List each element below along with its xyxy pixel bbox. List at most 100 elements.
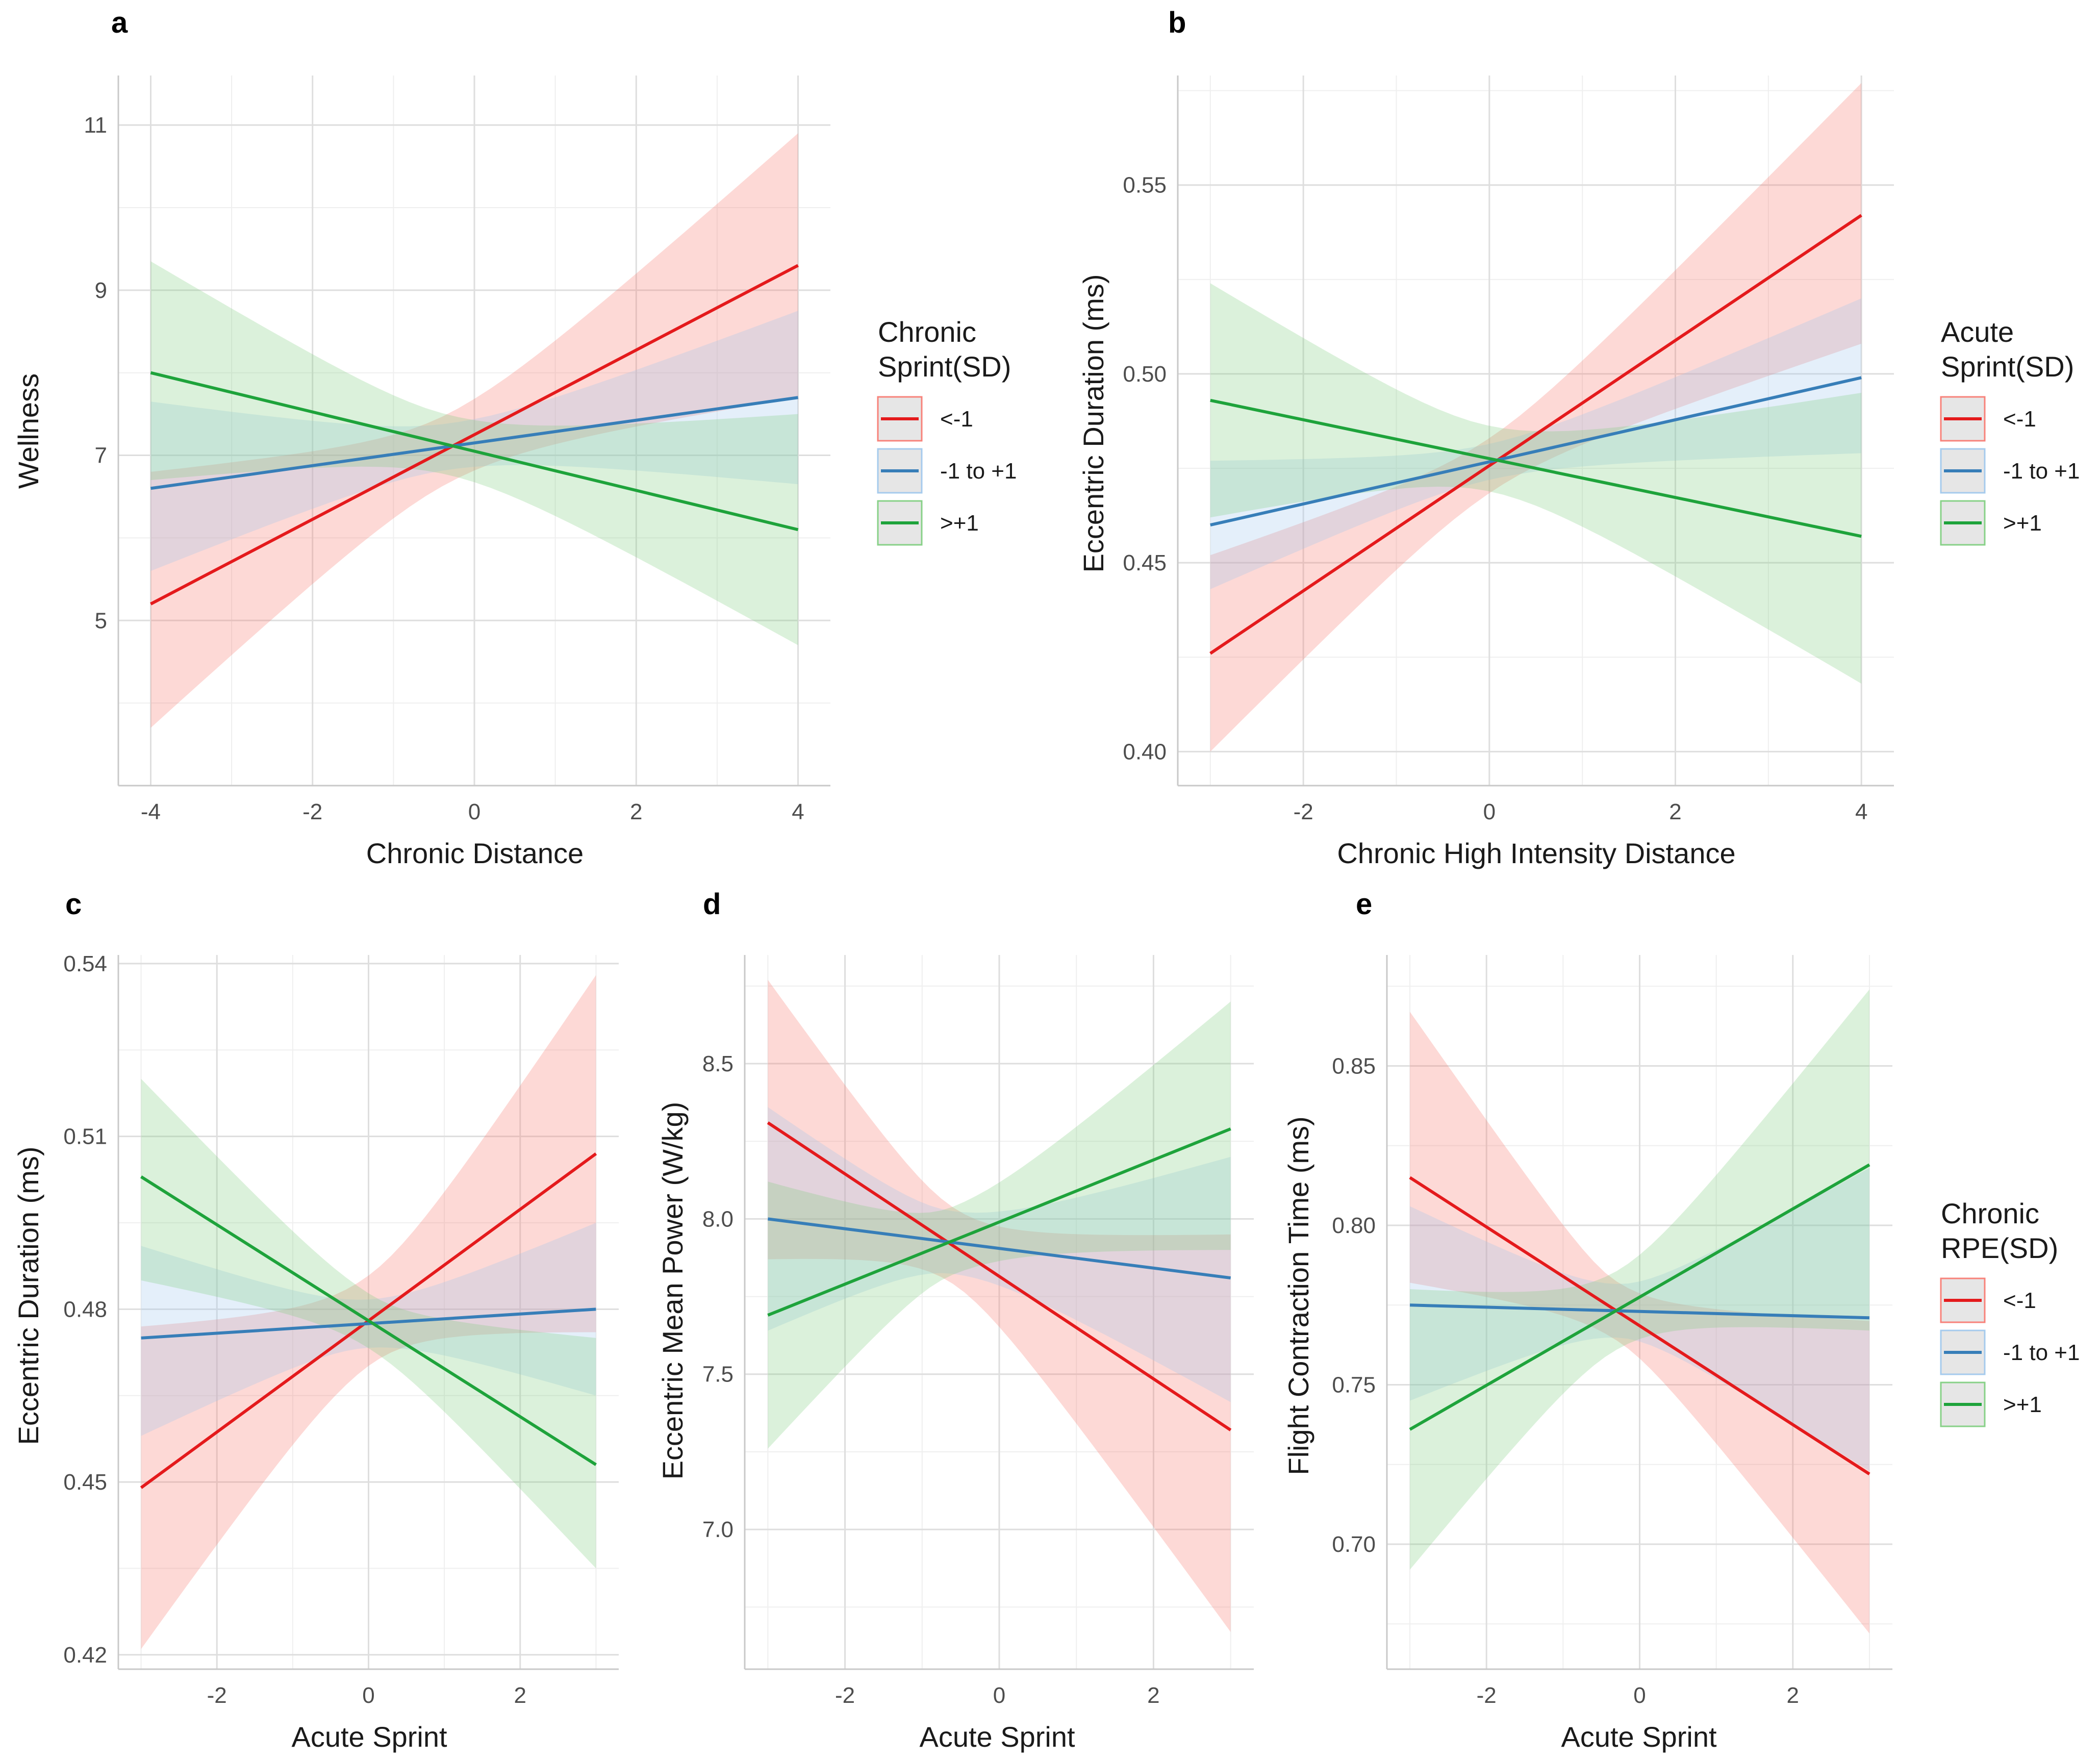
legend-chronic-sprint: Chronic Sprint(SD) <-1 -1 to +1 >+1 xyxy=(877,316,1017,546)
panel-letter-a: a xyxy=(111,6,128,39)
legend-title-line-1: Chronic xyxy=(878,316,976,348)
panel-letter-b: b xyxy=(1168,6,1186,39)
panel-c-y-axis-title: Eccentric Duration (ms) xyxy=(12,1146,44,1445)
series-line xyxy=(150,371,799,532)
legend-title-line-2: RPE(SD) xyxy=(1941,1232,2058,1264)
series-line xyxy=(767,1127,1231,1317)
y-tick-label: 8.0 xyxy=(702,1206,733,1231)
series-line xyxy=(140,1175,597,1466)
panel-c-y-ticks: 0.42 0.45 0.48 0.51 0.54 xyxy=(63,951,107,1668)
x-tick-label: -4 xyxy=(141,799,161,824)
legend-label: <-1 xyxy=(2003,1288,2036,1313)
legend-title-line-1: Chronic xyxy=(1941,1197,2039,1229)
panel-c-x-ticks: -2 0 2 xyxy=(207,1683,526,1708)
confidence-ribbon xyxy=(768,1001,1231,1449)
x-tick-label: 4 xyxy=(792,799,804,824)
series-line xyxy=(767,1217,1231,1280)
legend-label: -1 to +1 xyxy=(2003,1340,2080,1365)
panel-e-axes xyxy=(1386,955,1892,1670)
panel-a-x-axis-title: Chronic Distance xyxy=(366,837,584,869)
series-line xyxy=(141,1307,596,1340)
panel-d-y-axis-title: Eccentric Mean Power (W/kg) xyxy=(656,1102,689,1480)
y-tick-label: 7.0 xyxy=(702,1517,733,1542)
series-line xyxy=(1409,1176,1870,1476)
y-tick-label: 0.80 xyxy=(1332,1213,1376,1238)
x-tick-label: -2 xyxy=(1294,799,1313,824)
panel-d-axes xyxy=(744,955,1254,1670)
x-tick-label: 0 xyxy=(993,1683,1005,1708)
confidence-ribbon xyxy=(141,975,596,1649)
legend-title-line-2: Sprint(SD) xyxy=(878,350,1011,383)
x-tick-label: -2 xyxy=(835,1683,855,1708)
confidence-ribbon xyxy=(1210,298,1862,589)
series-line xyxy=(1210,376,1862,527)
confidence-ribbon xyxy=(141,1223,596,1436)
x-tick-label: 2 xyxy=(514,1683,526,1708)
y-tick-label: 0.42 xyxy=(63,1643,107,1668)
panel-a-axes xyxy=(117,76,830,787)
legend-keys: <-1 -1 to +1 >+1 xyxy=(877,396,1017,546)
confidence-ribbon xyxy=(150,261,798,645)
panel-e-lines xyxy=(1409,1163,1870,1476)
legend-title-line-1: Acute xyxy=(1941,316,2014,348)
y-tick-label: 7.5 xyxy=(702,1362,733,1387)
y-tick-label: 0.48 xyxy=(63,1297,107,1322)
panel-b-x-axis-title: Chronic High Intensity Distance xyxy=(1337,837,1735,869)
panel-a-lines xyxy=(150,264,799,606)
y-tick-label: 11 xyxy=(84,113,107,138)
panel-b-lines xyxy=(1209,214,1862,655)
series-line xyxy=(1210,398,1862,538)
panel-b-y-axis-title: Eccentric Duration (ms) xyxy=(1077,274,1109,572)
series-line xyxy=(150,396,798,490)
x-tick-label: 2 xyxy=(630,799,642,824)
panel-a-grid xyxy=(118,76,830,786)
x-tick-label: 0 xyxy=(1483,799,1496,824)
legend-acute-sprint: Acute Sprint(SD) <-1 -1 to +1 >+1 xyxy=(1940,316,2080,546)
panel-a: a -4 -2 0 2 4 5 7 9 11 Chronic Distance Wellnes… xyxy=(12,6,830,869)
y-tick-label: 7 xyxy=(95,443,107,468)
confidence-ribbon xyxy=(1410,989,1869,1570)
legend-label: -1 to +1 xyxy=(940,459,1017,484)
panel-d-y-ticks: 7.0 7.5 8.0 8.5 xyxy=(702,1051,733,1542)
legend-title-line-2: Sprint(SD) xyxy=(1941,350,2074,383)
panel-letter-e: e xyxy=(1356,888,1372,921)
confidence-ribbon xyxy=(150,311,798,571)
series-line xyxy=(1409,1303,1870,1320)
panel-c-grid xyxy=(118,955,619,1669)
panel-e-y-axis-title: Flight Contraction Time (ms) xyxy=(1282,1116,1314,1475)
panel-b-ribbons xyxy=(1210,83,1862,752)
y-tick-label: 0.54 xyxy=(63,951,107,976)
x-tick-label: 2 xyxy=(1147,1683,1159,1708)
panel-a-ribbons xyxy=(150,133,798,728)
x-tick-label: 0 xyxy=(468,799,480,824)
y-tick-label: 8.5 xyxy=(702,1051,733,1076)
panel-d-grid xyxy=(745,955,1254,1669)
y-tick-label: 0.40 xyxy=(1123,739,1167,764)
x-tick-label: 2 xyxy=(1669,799,1681,824)
confidence-ribbon xyxy=(150,133,798,728)
series-line xyxy=(150,264,799,606)
panel-c-lines xyxy=(140,1152,597,1489)
x-tick-label: 0 xyxy=(362,1683,374,1708)
y-tick-label: 0.55 xyxy=(1123,173,1167,198)
legend-keys: <-1 -1 to +1 >+1 xyxy=(1940,396,2080,546)
panel-d: d -2 0 2 7.0 7.5 8.0 8.5 Acute Sprint Eccentr… xyxy=(656,888,1254,1753)
legend-label: <-1 xyxy=(2003,407,2036,432)
series-line xyxy=(767,1121,1232,1431)
panel-d-x-axis-title: Acute Sprint xyxy=(919,1721,1075,1753)
panel-e-grid xyxy=(1387,955,1892,1669)
x-tick-label: -2 xyxy=(302,799,322,824)
series-line xyxy=(1209,214,1862,655)
y-tick-label: 0.70 xyxy=(1332,1532,1376,1557)
legend-label: >+1 xyxy=(2003,511,2042,536)
panel-c: c -2 0 2 0.42 0.45 0.48 0.51 0.54 Acute Sprint… xyxy=(12,888,619,1753)
confidence-ribbon xyxy=(1410,1168,1869,1471)
confidence-ribbon xyxy=(768,1107,1231,1402)
y-tick-label: 5 xyxy=(95,608,107,633)
panel-a-y-ticks: 5 7 9 11 xyxy=(84,113,107,633)
panel-d-x-ticks: -2 0 2 xyxy=(835,1683,1160,1708)
y-tick-label: 0.85 xyxy=(1332,1054,1376,1079)
confidence-ribbon xyxy=(1210,83,1862,752)
confidence-ribbon xyxy=(768,979,1231,1632)
